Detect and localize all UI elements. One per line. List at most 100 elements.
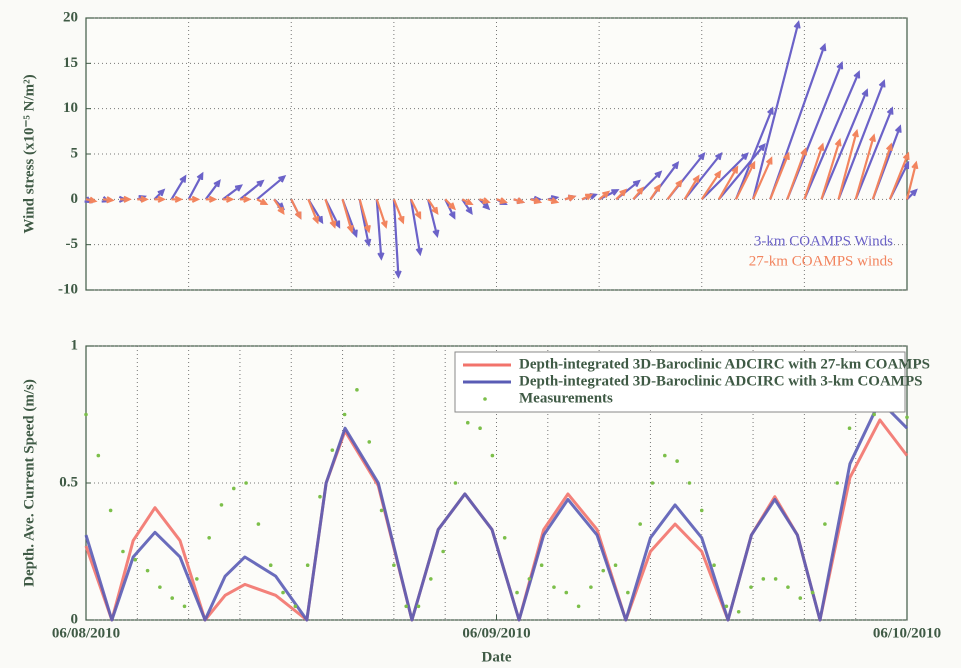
measurement-dot xyxy=(281,590,285,595)
wind-arrow xyxy=(170,174,187,200)
y-tick-label: 1 xyxy=(71,337,79,353)
wind-arrow xyxy=(615,188,628,201)
measurement-dot xyxy=(786,585,790,589)
wind-arrow xyxy=(341,199,354,234)
wind-arrow xyxy=(666,179,683,200)
wind-arrow xyxy=(204,179,221,200)
measurement-dot xyxy=(798,596,803,600)
measurement-dot xyxy=(564,590,569,595)
arrow-head xyxy=(414,211,422,220)
arrow-shaft xyxy=(649,185,661,200)
wind-arrow xyxy=(700,170,722,200)
arrow-head xyxy=(256,179,265,188)
wind-arrow xyxy=(375,199,385,261)
y-tick-label: -5 xyxy=(66,236,79,252)
arrow-shaft xyxy=(204,180,221,200)
wind-arrow xyxy=(820,88,869,200)
wind-arrow xyxy=(820,137,842,200)
measurement-dot xyxy=(195,577,199,581)
measurement-dot xyxy=(872,412,876,417)
arrow-shaft xyxy=(427,199,439,236)
measurement-dot xyxy=(626,590,630,595)
arrow-shaft xyxy=(786,149,807,200)
arrow-shaft xyxy=(751,22,800,200)
arrow-head xyxy=(157,195,167,203)
arrow-shaft xyxy=(820,90,868,200)
x-axis-label: Date xyxy=(482,649,512,665)
arrow-head xyxy=(277,206,285,216)
arrow-head xyxy=(765,156,773,165)
arrow-head xyxy=(861,88,869,97)
measurement-dot xyxy=(219,503,224,507)
wind-arrow xyxy=(205,195,218,203)
y-tick-label: 0 xyxy=(71,191,79,207)
arrow-head xyxy=(671,161,680,170)
measurement-dot xyxy=(835,481,840,485)
arrow-head xyxy=(174,195,184,203)
arrow-shaft xyxy=(769,44,826,200)
wind-arrow xyxy=(188,195,201,203)
arrow-head xyxy=(767,106,774,115)
wind-arrow xyxy=(171,195,184,203)
arrow-head xyxy=(234,184,243,192)
wind-arrow xyxy=(734,160,756,200)
wind-arrow xyxy=(598,190,611,201)
wind-arrow xyxy=(461,198,473,216)
arrow-head xyxy=(432,229,440,239)
measurement-dot xyxy=(663,453,667,458)
x-tick-label: 06/09/2010 xyxy=(462,625,530,641)
wind-arrow xyxy=(375,198,388,229)
legend-box xyxy=(454,351,906,413)
measurement-dot xyxy=(650,481,655,485)
wind-arrow xyxy=(154,195,167,203)
arrow-head xyxy=(377,252,385,261)
arrow-head xyxy=(448,211,456,220)
arrow-shaft xyxy=(888,153,910,200)
arrow-shaft xyxy=(683,153,722,201)
legend-label: Depth-integrated 3D-Baroclinic ADCIRC wi… xyxy=(519,373,922,389)
wind-arrow xyxy=(700,152,749,201)
arrow-head xyxy=(851,128,859,138)
arrow-head xyxy=(364,238,372,248)
arrow-head xyxy=(140,195,149,203)
wind-arrow xyxy=(256,175,287,201)
measurement-dot xyxy=(552,585,556,589)
measurement-dot xyxy=(823,522,827,526)
arrow-head xyxy=(902,151,910,161)
wind-arrow xyxy=(564,194,577,202)
wind-arrow xyxy=(769,42,827,200)
measurement-dot xyxy=(392,563,396,567)
wind-arrow xyxy=(222,195,235,203)
y-tick-label: 0 xyxy=(71,611,79,627)
measurement-dot xyxy=(453,481,458,485)
measurement-dot xyxy=(687,481,692,485)
arrow-head xyxy=(567,194,577,202)
wind-arrow xyxy=(153,188,166,201)
arrow-shaft xyxy=(273,198,285,214)
measurement-dot xyxy=(515,590,519,595)
arrow-shaft xyxy=(187,173,204,200)
arrow-head xyxy=(123,195,132,203)
measurement-dot xyxy=(539,563,544,567)
wind-arrow xyxy=(513,197,526,205)
legend-label: 27-km COAMPS winds xyxy=(749,253,893,269)
measurement-dot xyxy=(342,412,347,417)
arrow-shaft xyxy=(358,199,370,232)
arrow-head xyxy=(448,202,457,211)
measurement-dot xyxy=(527,577,532,581)
arrow-shaft xyxy=(700,171,721,200)
arrow-head xyxy=(380,220,388,229)
measurement-dot xyxy=(441,549,445,554)
wind-arrow xyxy=(649,183,661,200)
wind-arrow xyxy=(769,151,790,200)
measurement-dot xyxy=(416,604,421,609)
arrow-head xyxy=(602,190,611,198)
measurement-dot xyxy=(736,609,741,614)
arrow-head xyxy=(800,147,808,156)
arrow-shaft xyxy=(256,175,285,201)
arrow-head xyxy=(834,137,842,147)
arrow-head xyxy=(741,152,749,161)
arrow-shaft xyxy=(837,131,858,200)
wind-arrow xyxy=(187,171,204,200)
arrow-shaft xyxy=(803,71,860,200)
